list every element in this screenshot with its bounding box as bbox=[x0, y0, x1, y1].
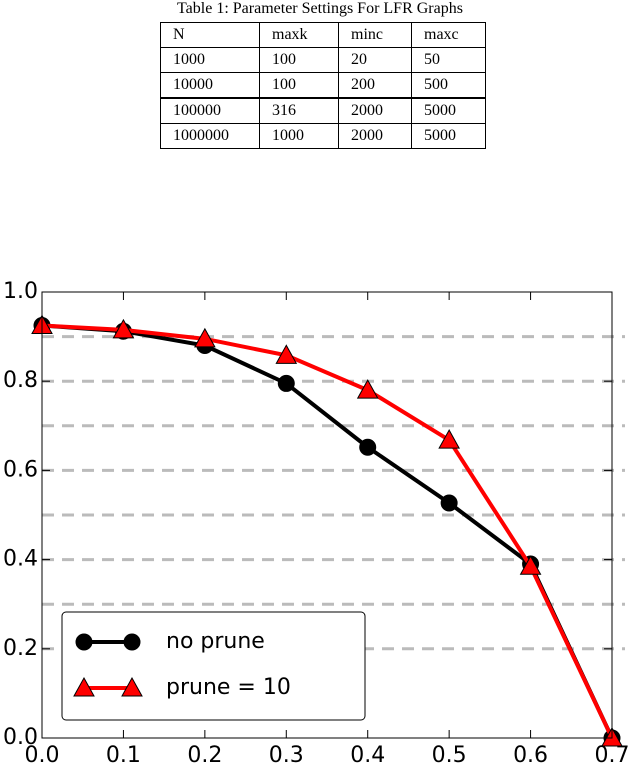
data-point bbox=[440, 494, 458, 512]
x-tick-label: 0.2 bbox=[187, 743, 222, 767]
table-row: 1000000 1000 2000 5000 bbox=[160, 123, 486, 149]
table-row: 1000 100 20 50 bbox=[160, 47, 486, 73]
table-cell: 2000 bbox=[338, 97, 412, 124]
legend-label: no prune bbox=[166, 629, 265, 654]
legend-marker bbox=[123, 633, 141, 651]
legend-marker bbox=[75, 633, 93, 651]
y-tick-label: 0.6 bbox=[3, 457, 38, 482]
x-tick-label: 0.3 bbox=[269, 743, 304, 767]
table-cell: 50 bbox=[411, 47, 486, 73]
table-cell: 100 bbox=[259, 72, 339, 99]
data-point bbox=[438, 429, 460, 449]
x-tick-label: 0.1 bbox=[106, 743, 141, 767]
y-tick-label: 0.2 bbox=[3, 636, 38, 661]
table-cell: 5000 bbox=[411, 97, 486, 124]
table-cell: 100 bbox=[259, 47, 339, 73]
table-row: 100000 316 2000 5000 bbox=[160, 97, 486, 124]
data-point bbox=[277, 374, 295, 392]
table-cell: 1000 bbox=[160, 47, 260, 73]
data-point bbox=[194, 327, 216, 348]
table-cell: 10000 bbox=[160, 72, 260, 99]
y-tick-label: 1.0 bbox=[3, 279, 38, 304]
legend-marker bbox=[73, 676, 95, 697]
series-line bbox=[41, 323, 614, 739]
y-tick-label: 0.8 bbox=[3, 368, 38, 393]
table-cell: 100000 bbox=[160, 97, 260, 124]
table-cell: 1000000 bbox=[160, 123, 260, 149]
table-cell: maxk bbox=[259, 22, 339, 48]
table-cell: 5000 bbox=[411, 123, 486, 149]
table-cell: N bbox=[160, 22, 260, 48]
x-tick-label: 0.4 bbox=[350, 743, 385, 767]
table-cell: 500 bbox=[411, 72, 486, 99]
plot-frame bbox=[41, 291, 613, 739]
table-cell: 316 bbox=[259, 97, 339, 124]
table-cell: 20 bbox=[338, 47, 412, 73]
x-tick-label: 0.0 bbox=[25, 743, 60, 767]
table-caption: Table 1: Parameter Settings For LFR Grap… bbox=[177, 0, 463, 17]
table-cell: 2000 bbox=[338, 123, 412, 149]
data-point bbox=[519, 555, 542, 575]
x-tick-label: 0.7 bbox=[595, 743, 630, 767]
table-row: 10000 100 200 500 bbox=[160, 72, 486, 99]
y-tick-label: 0.0 bbox=[3, 725, 38, 750]
legend-label: prune = 10 bbox=[166, 675, 291, 700]
data-point bbox=[275, 344, 298, 364]
series-line bbox=[41, 323, 614, 739]
legend-marker bbox=[121, 676, 143, 697]
x-tick-label: 0.6 bbox=[513, 743, 548, 767]
data-point bbox=[356, 379, 379, 399]
table-cell: minc bbox=[338, 22, 412, 48]
y-tick-label: 0.4 bbox=[3, 547, 38, 572]
table-cell: maxc bbox=[411, 22, 486, 48]
x-tick-label: 0.5 bbox=[432, 743, 467, 767]
data-point bbox=[359, 438, 377, 456]
data-point bbox=[112, 318, 135, 339]
